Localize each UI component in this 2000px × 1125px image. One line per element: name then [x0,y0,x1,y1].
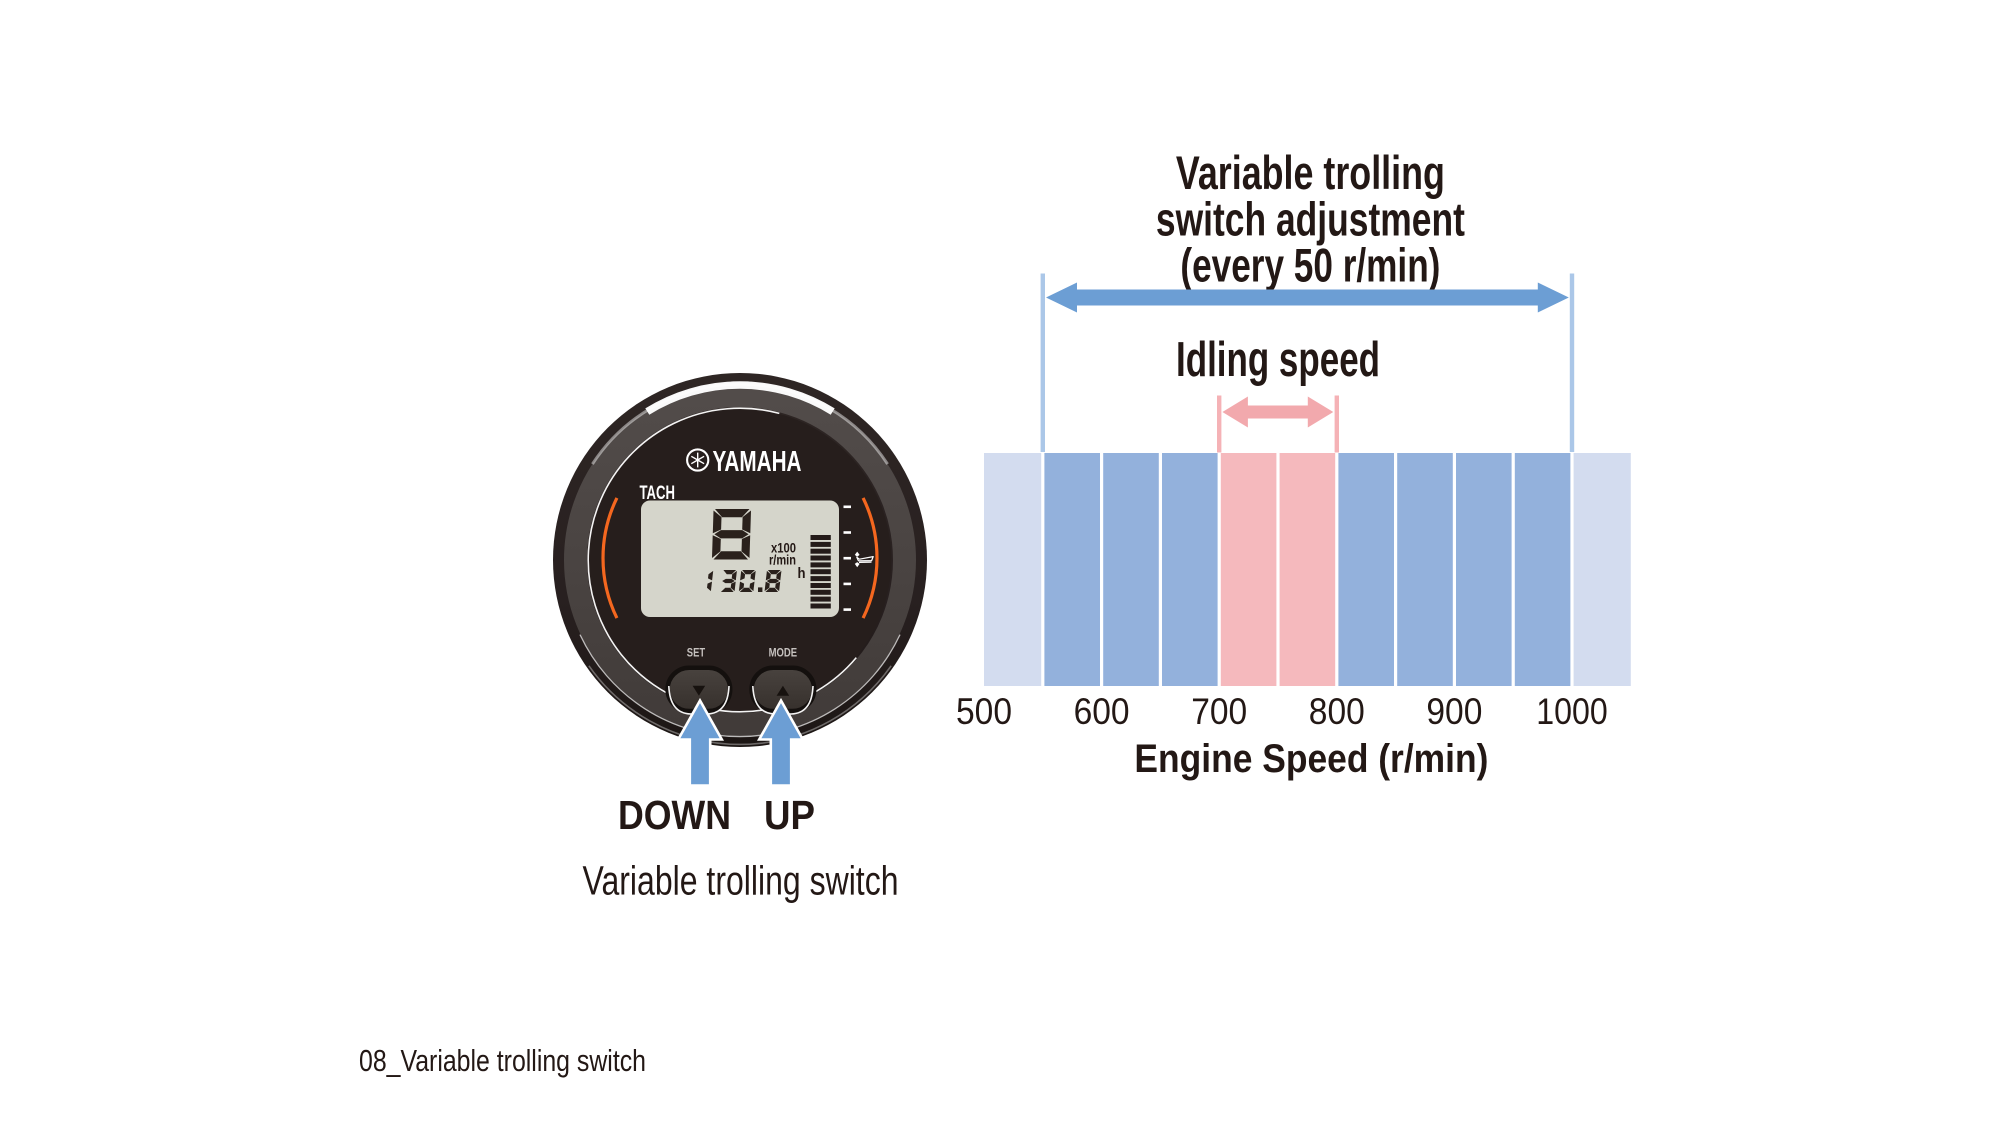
svg-text:900: 900 [1426,690,1482,732]
svg-text:UP: UP [764,792,815,838]
svg-text:Engine Speed (r/min): Engine Speed (r/min) [1134,737,1488,781]
svg-text:r/min: r/min [769,552,796,568]
svg-text:MODE: MODE [769,646,798,660]
svg-text:x100: x100 [771,540,796,556]
svg-text:DOWN: DOWN [618,792,731,838]
svg-text:TACH: TACH [640,482,676,504]
svg-text:SET: SET [687,646,706,660]
svg-text:500: 500 [956,690,1012,732]
svg-text:800: 800 [1309,690,1365,732]
svg-text:(every 50 r/min): (every 50 r/min) [1180,239,1440,292]
svg-text:08_Variable trolling switch: 08_Variable trolling switch [359,1043,646,1078]
svg-text:Variable trolling: Variable trolling [1176,146,1445,199]
svg-text:switch adjustment: switch adjustment [1156,193,1465,246]
svg-text:700: 700 [1191,690,1247,732]
svg-text:1000: 1000 [1536,690,1608,732]
svg-text:Idling speed: Idling speed [1176,333,1380,387]
svg-text:Variable trolling switch: Variable trolling switch [583,858,899,904]
svg-text:h: h [798,565,806,582]
svg-text:600: 600 [1074,690,1130,732]
svg-text:YAMAHA: YAMAHA [713,446,802,478]
